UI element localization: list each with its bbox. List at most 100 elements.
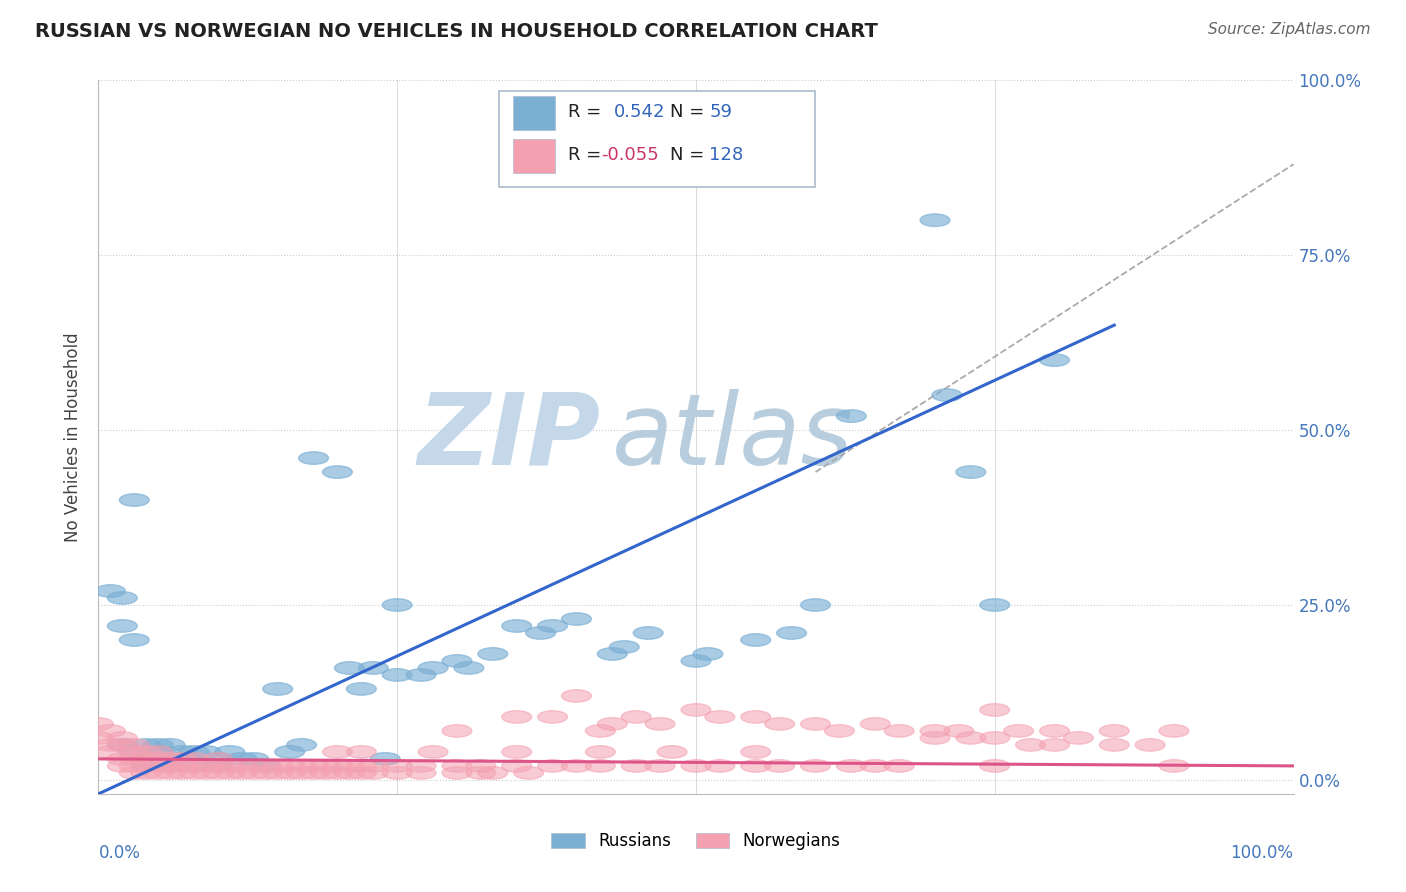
Ellipse shape [191, 746, 221, 758]
Text: RUSSIAN VS NORWEGIAN NO VEHICLES IN HOUSEHOLD CORRELATION CHART: RUSSIAN VS NORWEGIAN NO VEHICLES IN HOUS… [35, 22, 877, 41]
Ellipse shape [800, 760, 831, 772]
Ellipse shape [239, 766, 269, 780]
Ellipse shape [143, 746, 173, 758]
Ellipse shape [956, 731, 986, 744]
Ellipse shape [143, 739, 173, 751]
Ellipse shape [920, 724, 950, 737]
Ellipse shape [741, 746, 770, 758]
Ellipse shape [215, 766, 245, 780]
Ellipse shape [561, 613, 592, 625]
Ellipse shape [226, 760, 257, 772]
Ellipse shape [681, 760, 711, 772]
Ellipse shape [704, 760, 735, 772]
Ellipse shape [537, 711, 568, 723]
Ellipse shape [418, 746, 449, 758]
Ellipse shape [537, 760, 568, 772]
Text: 128: 128 [709, 146, 744, 164]
Ellipse shape [311, 760, 340, 772]
Ellipse shape [107, 731, 138, 744]
Ellipse shape [155, 739, 186, 751]
Ellipse shape [143, 753, 173, 765]
Ellipse shape [741, 633, 770, 647]
Ellipse shape [155, 766, 186, 780]
Ellipse shape [741, 760, 770, 772]
Ellipse shape [120, 760, 149, 772]
Ellipse shape [167, 760, 197, 772]
Ellipse shape [1159, 724, 1189, 737]
Ellipse shape [202, 753, 233, 765]
Ellipse shape [335, 760, 364, 772]
Ellipse shape [1159, 760, 1189, 772]
Ellipse shape [980, 599, 1010, 611]
Ellipse shape [741, 711, 770, 723]
Ellipse shape [502, 620, 531, 632]
Ellipse shape [765, 718, 794, 731]
Ellipse shape [263, 760, 292, 772]
Ellipse shape [202, 753, 233, 765]
Ellipse shape [513, 766, 544, 780]
Ellipse shape [359, 760, 388, 772]
Ellipse shape [131, 746, 162, 758]
Ellipse shape [83, 718, 114, 731]
Ellipse shape [179, 760, 209, 772]
Text: 59: 59 [709, 103, 733, 121]
FancyBboxPatch shape [499, 91, 815, 187]
Ellipse shape [120, 766, 149, 780]
Ellipse shape [537, 620, 568, 632]
Ellipse shape [598, 718, 627, 731]
Ellipse shape [561, 690, 592, 702]
Ellipse shape [370, 753, 401, 765]
Ellipse shape [311, 766, 340, 780]
Ellipse shape [202, 760, 233, 772]
Ellipse shape [1135, 739, 1166, 751]
Ellipse shape [191, 766, 221, 780]
Ellipse shape [96, 739, 125, 751]
Ellipse shape [585, 760, 616, 772]
Ellipse shape [96, 724, 125, 737]
Text: atlas: atlas [613, 389, 853, 485]
Ellipse shape [800, 718, 831, 731]
Ellipse shape [1063, 731, 1094, 744]
Text: R =: R = [568, 146, 602, 164]
Ellipse shape [406, 760, 436, 772]
Ellipse shape [382, 766, 412, 780]
Ellipse shape [120, 746, 149, 758]
Ellipse shape [346, 760, 377, 772]
Ellipse shape [143, 753, 173, 765]
Ellipse shape [346, 766, 377, 780]
Ellipse shape [346, 746, 377, 758]
Ellipse shape [800, 599, 831, 611]
Ellipse shape [155, 760, 186, 772]
Ellipse shape [837, 409, 866, 423]
Ellipse shape [693, 648, 723, 660]
Ellipse shape [179, 760, 209, 772]
Ellipse shape [441, 766, 472, 780]
Ellipse shape [107, 739, 138, 751]
Ellipse shape [1039, 724, 1070, 737]
Ellipse shape [704, 711, 735, 723]
Ellipse shape [1099, 724, 1129, 737]
Ellipse shape [131, 760, 162, 772]
Ellipse shape [824, 724, 855, 737]
Ellipse shape [131, 760, 162, 772]
Ellipse shape [621, 711, 651, 723]
Ellipse shape [298, 451, 329, 465]
Ellipse shape [226, 753, 257, 765]
Ellipse shape [131, 753, 162, 765]
Ellipse shape [250, 760, 281, 772]
Ellipse shape [943, 724, 974, 737]
Ellipse shape [120, 494, 149, 507]
Ellipse shape [598, 648, 627, 660]
Ellipse shape [956, 466, 986, 478]
Ellipse shape [274, 746, 305, 758]
Ellipse shape [465, 760, 496, 772]
Ellipse shape [359, 766, 388, 780]
Ellipse shape [359, 662, 388, 674]
Ellipse shape [406, 766, 436, 780]
Text: 0.0%: 0.0% [98, 844, 141, 862]
Ellipse shape [239, 753, 269, 765]
Ellipse shape [167, 753, 197, 765]
Ellipse shape [1039, 739, 1070, 751]
Ellipse shape [932, 389, 962, 401]
Ellipse shape [418, 662, 449, 674]
